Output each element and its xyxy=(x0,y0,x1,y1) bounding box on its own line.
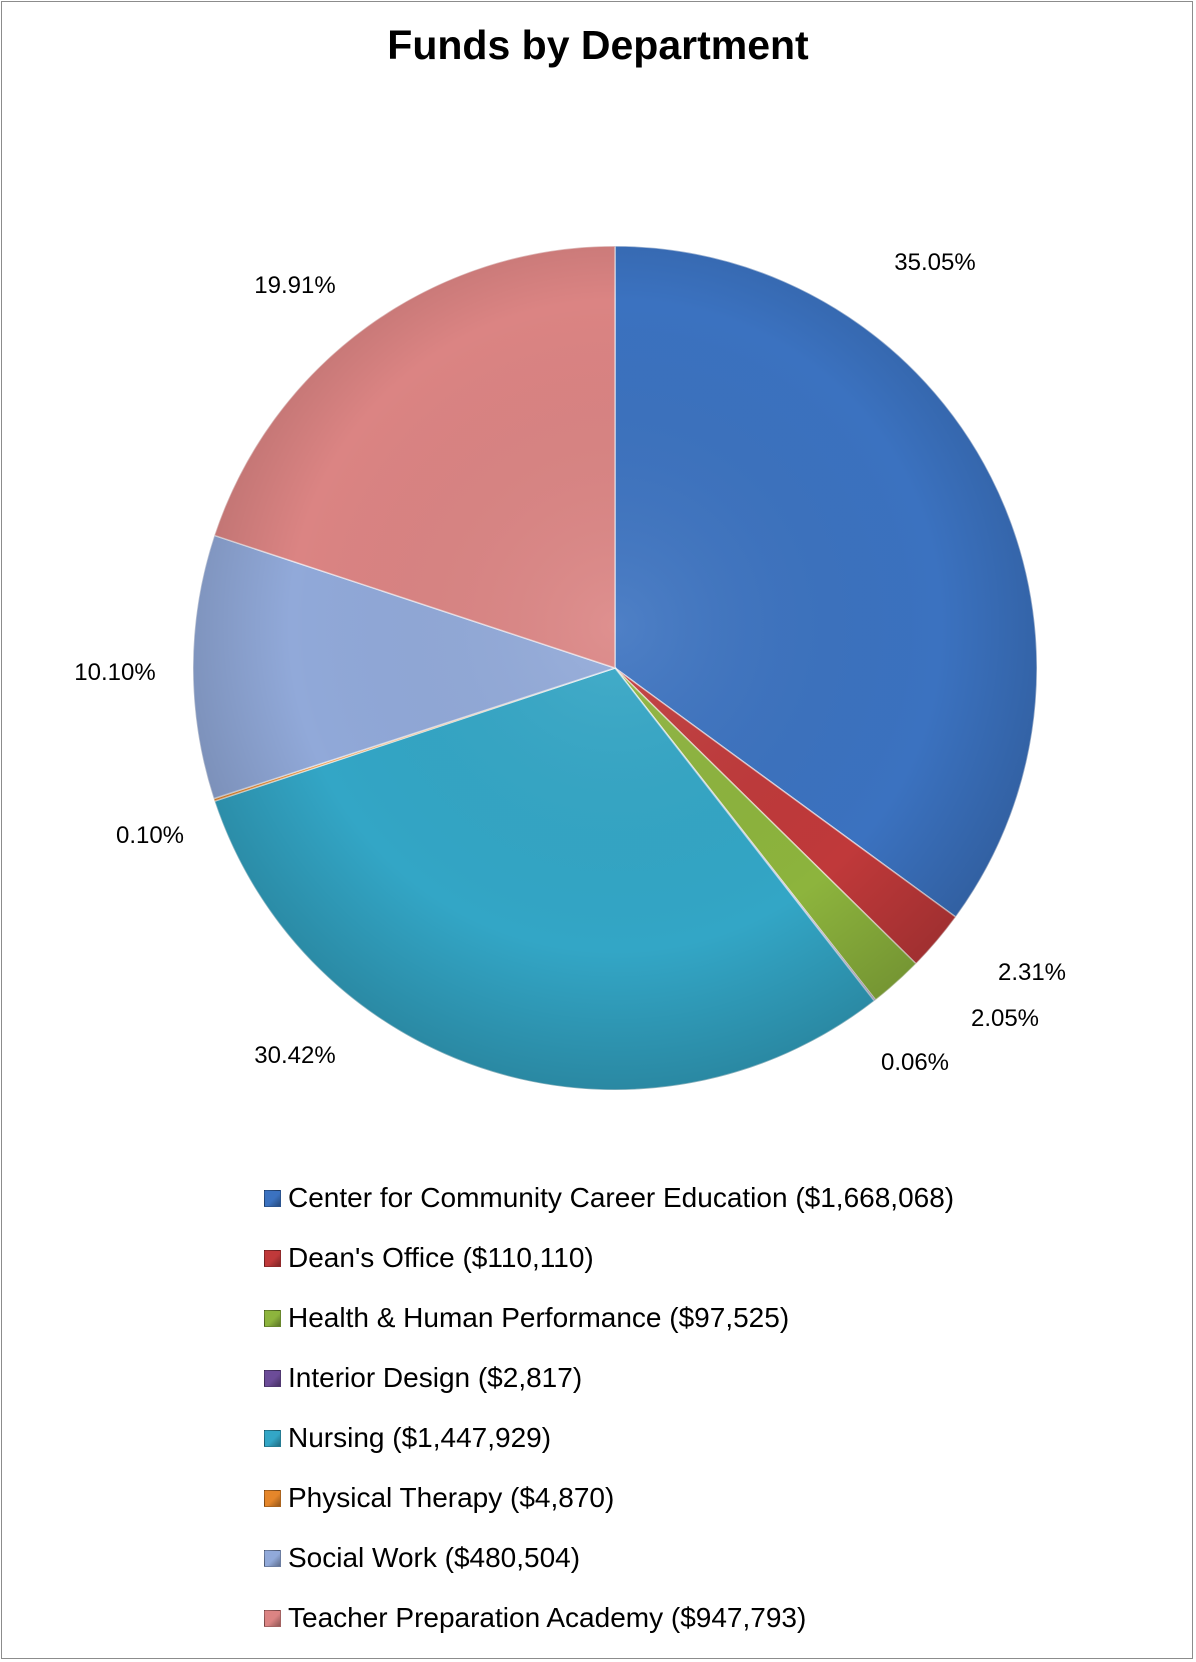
legend-item-nursing: Nursing ($1,447,929) xyxy=(264,1408,954,1468)
legend-swatch-icon xyxy=(264,1249,281,1267)
legend-label: Social Work ($480,504) xyxy=(288,1542,581,1573)
data-label-center-for-community-career-education: 35.05% xyxy=(894,249,975,276)
legend-item-health-and-human-performance: Health & Human Performance ($97,525) xyxy=(264,1288,954,1348)
legend-label: Health & Human Performance ($97,525) xyxy=(288,1302,790,1333)
legend-swatch-icon xyxy=(264,1429,281,1447)
legend-swatch-icon xyxy=(264,1609,281,1627)
legend-label: Center for Community Career Education ($… xyxy=(288,1182,955,1213)
legend-swatch-icon xyxy=(264,1489,281,1507)
data-label-physical-therapy: 0.10% xyxy=(116,822,184,849)
legend-item-social-work: Social Work ($480,504) xyxy=(264,1528,954,1588)
legend-swatch-icon xyxy=(264,1369,281,1387)
data-label-dean-s-office: 2.31% xyxy=(998,959,1066,986)
data-label-nursing: 30.42% xyxy=(254,1042,335,1069)
data-label-teacher-preparation-academy: 19.91% xyxy=(254,272,335,299)
legend-item-teacher-preparation-academy: Teacher Preparation Academy ($947,793) xyxy=(264,1588,954,1648)
chart-title: Funds by Department xyxy=(387,22,809,68)
data-label-social-work: 10.10% xyxy=(74,659,155,686)
data-label-interior-design: 0.06% xyxy=(881,1049,949,1076)
legend-label: Interior Design ($2,817) xyxy=(288,1362,583,1393)
legend-swatch-icon xyxy=(264,1549,281,1567)
data-label-health-and-human-performance: 2.05% xyxy=(971,1005,1039,1032)
legend-swatch-icon xyxy=(264,1309,281,1327)
legend-label: Teacher Preparation Academy ($947,793) xyxy=(288,1602,807,1633)
chart-legend: Center for Community Career Education ($… xyxy=(264,1168,954,1648)
legend-label: Dean's Office ($110,110) xyxy=(288,1242,594,1273)
legend-item-physical-therapy: Physical Therapy ($4,870) xyxy=(264,1468,954,1528)
legend-item-interior-design: Interior Design ($2,817) xyxy=(264,1348,954,1408)
legend-label: Nursing ($1,447,929) xyxy=(288,1422,552,1453)
legend-label: Physical Therapy ($4,870) xyxy=(288,1482,615,1513)
legend-item-dean-s-office: Dean's Office ($110,110) xyxy=(264,1228,954,1288)
legend-swatch-icon xyxy=(264,1189,281,1207)
legend-item-center-for-community-career-education: Center for Community Career Education ($… xyxy=(264,1168,954,1228)
